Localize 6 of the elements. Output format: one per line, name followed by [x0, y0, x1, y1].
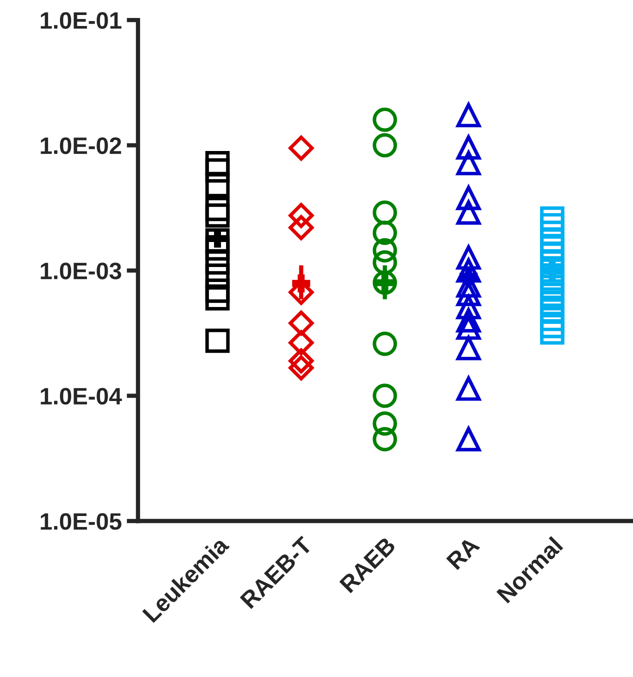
y-tick-label: 1.0E-04: [40, 388, 122, 405]
y-tick-label: 1.0E-01: [40, 12, 122, 29]
y-tick-label: 1.0E-03: [40, 262, 122, 280]
y-tick-label: 1.0E-05: [40, 513, 122, 530]
y-tick-label: 1.0E-02: [40, 137, 122, 154]
x-tick-label: RA: [446, 536, 480, 570]
